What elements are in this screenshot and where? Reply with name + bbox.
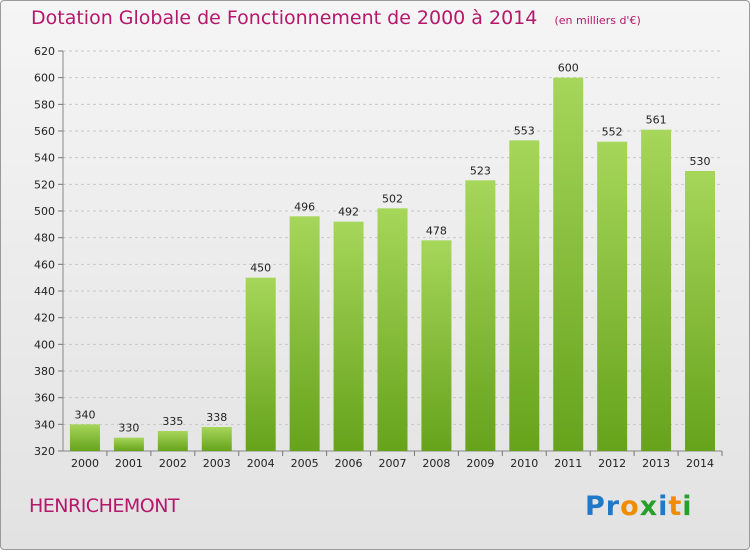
- logo-letter: o: [620, 491, 640, 522]
- y-tick-label: 560: [34, 125, 55, 138]
- y-tick-label: 360: [34, 392, 55, 405]
- commune-name: HENRICHEMONT: [29, 495, 180, 517]
- x-tick-label: 2010: [510, 457, 538, 470]
- bar-2014: [685, 171, 716, 451]
- bar-2012: [597, 141, 628, 451]
- data-label: 340: [74, 408, 95, 421]
- data-label: 600: [558, 62, 579, 75]
- data-label: 552: [602, 126, 623, 139]
- bar-2011: [553, 77, 584, 452]
- data-label: 561: [646, 114, 667, 127]
- x-axis-ticks: 2000 2001 2002 2003 2004 2005 2006 2007 2008 2009…: [71, 451, 723, 470]
- y-tick-label: 440: [34, 285, 55, 298]
- y-tick-label: 580: [34, 98, 55, 111]
- x-tick-label: 2013: [642, 457, 670, 470]
- data-label: 450: [250, 262, 271, 275]
- bar-2004: [245, 277, 276, 451]
- x-tick-label: 2014: [686, 457, 714, 470]
- x-tick-label: 2007: [379, 457, 407, 470]
- data-label: 335: [162, 415, 183, 428]
- logo-letter: P: [585, 491, 606, 522]
- x-tick-label: 2006: [335, 457, 363, 470]
- data-label: 553: [514, 124, 535, 137]
- data-label: 523: [470, 164, 491, 177]
- x-tick-label: 2005: [291, 457, 319, 470]
- bar-2008: [421, 240, 452, 451]
- x-tick-label: 2001: [115, 457, 143, 470]
- y-tick-label: 400: [34, 338, 55, 351]
- bar-2010: [509, 140, 540, 452]
- data-label: 478: [426, 224, 447, 237]
- y-tick-label: 340: [34, 418, 55, 431]
- data-labels: 340 330 335 338 450 496 492 502 478 523 553 600 552 5…: [74, 62, 710, 435]
- y-tick-label: 620: [34, 45, 55, 58]
- y-tick-label: 380: [34, 365, 55, 378]
- y-tick-label: 540: [34, 152, 55, 165]
- gridlines: [63, 50, 722, 425]
- y-tick-label: 420: [34, 312, 55, 325]
- x-tick-label: 2003: [203, 457, 231, 470]
- bar-2006: [333, 221, 364, 451]
- x-tick-label: 2004: [247, 457, 275, 470]
- logo-letter: r: [605, 491, 621, 522]
- data-label: 330: [118, 422, 139, 435]
- y-tick-label: 600: [34, 72, 55, 85]
- proxiti-logo: Proxiti: [585, 491, 693, 522]
- logo-letter: t: [668, 491, 683, 522]
- data-label: 496: [294, 200, 315, 213]
- x-tick-label: 2012: [598, 457, 626, 470]
- chart-title: Dotation Globale de Fonctionnement de 20…: [31, 7, 641, 29]
- bars: [69, 77, 716, 452]
- bar-2009: [465, 180, 496, 452]
- y-tick-label: 520: [34, 178, 55, 191]
- x-tick-label: 2000: [71, 457, 99, 470]
- data-label: 492: [338, 206, 359, 219]
- bar-2013: [641, 129, 672, 451]
- data-label: 502: [382, 192, 403, 205]
- bar-2000: [69, 424, 100, 451]
- y-tick-label: 320: [34, 445, 55, 458]
- logo-letter: x: [639, 491, 659, 522]
- x-tick-label: 2008: [422, 457, 450, 470]
- y-axis-ticks: 320 340 360 380 400 420 440 460 480 500 520 540 560 5…: [34, 45, 63, 458]
- unit-note: (en milliers d'€): [554, 14, 641, 27]
- y-tick-label: 480: [34, 232, 55, 245]
- logo-letter: i: [682, 491, 693, 522]
- data-label: 338: [206, 411, 227, 424]
- y-tick-label: 460: [34, 258, 55, 271]
- x-tick-label: 2011: [554, 457, 582, 470]
- bar-2007: [377, 208, 408, 451]
- bar-2001: [113, 437, 144, 451]
- bar-2002: [157, 431, 188, 451]
- x-tick-label: 2002: [159, 457, 187, 470]
- logo-letter: i: [658, 491, 669, 522]
- bar-2003: [201, 427, 232, 451]
- title-text: Dotation Globale de Fonctionnement de 20…: [31, 7, 538, 29]
- y-tick-label: 500: [34, 205, 55, 218]
- x-tick-label: 2009: [466, 457, 494, 470]
- data-label: 530: [690, 155, 711, 168]
- bar-2005: [289, 216, 320, 451]
